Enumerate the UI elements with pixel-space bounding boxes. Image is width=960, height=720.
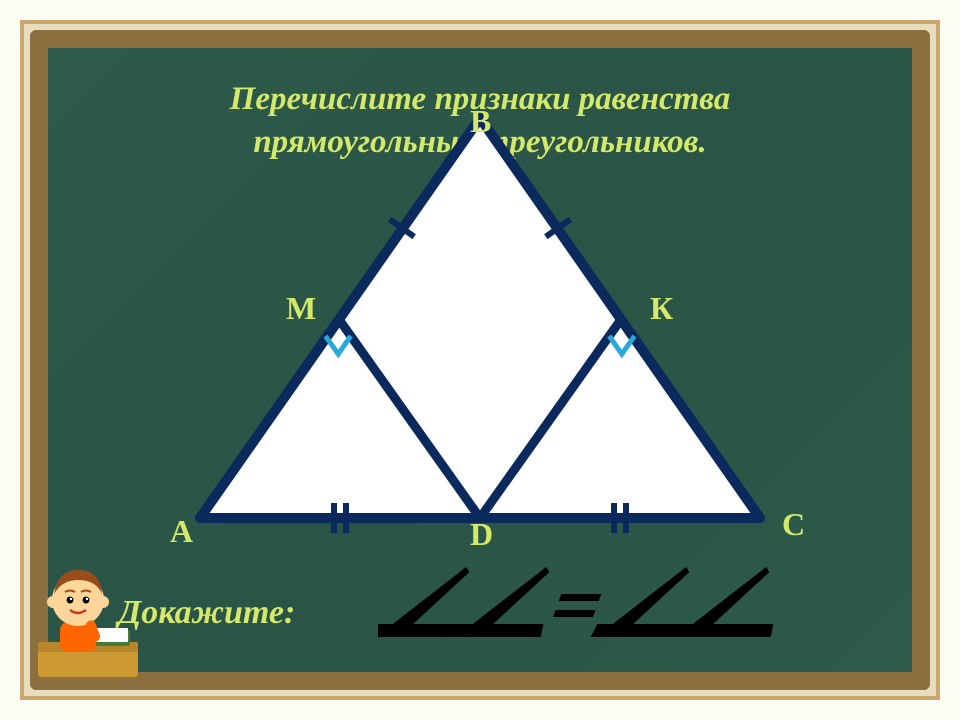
student-icon	[38, 552, 148, 682]
outer-frame: Перечислите признаки равенства прямоугол…	[20, 20, 940, 700]
label-D: D	[470, 516, 493, 553]
label-C: С	[782, 506, 805, 543]
label-K: К	[650, 290, 673, 327]
chalkboard-frame: Перечислите признаки равенства прямоугол…	[30, 30, 930, 690]
chalkboard: Перечислите признаки равенства прямоугол…	[48, 48, 912, 672]
triangle-diagram	[160, 108, 800, 568]
prove-expression	[378, 562, 778, 642]
label-M: М	[286, 290, 316, 327]
label-B: В	[470, 103, 491, 140]
label-A: А	[170, 513, 193, 550]
